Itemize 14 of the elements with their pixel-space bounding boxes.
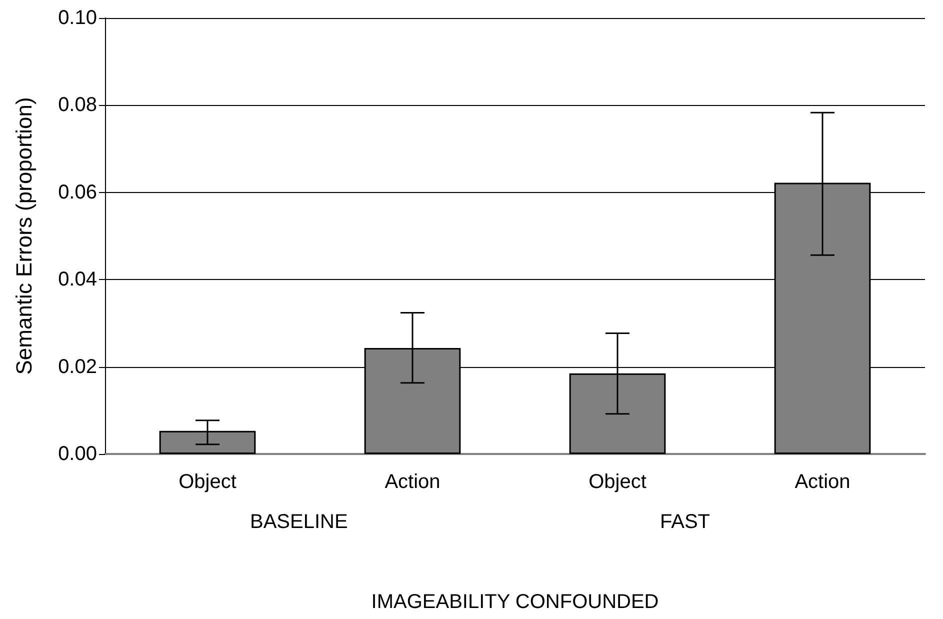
y-tick-label: 0.08 (58, 94, 97, 116)
y-tick-label: 0.10 (58, 7, 97, 29)
text: BASELINE (250, 511, 348, 533)
x-axis-title: IMAGEABILITY CONFOUNDED (371, 591, 659, 613)
x-tick-label: Object (588, 471, 647, 493)
y-tick-label: 0.02 (58, 356, 97, 378)
y-tick-label: 0.04 (58, 268, 97, 291)
text: FAST (660, 511, 710, 533)
x-tick-label: Action (794, 471, 850, 493)
x-tick-label: Action (384, 471, 440, 493)
x-tick-label: Object (178, 471, 237, 493)
y-tick-label: 0.06 (58, 181, 97, 204)
y-axis-title: Semantic Errors (proportion) (12, 97, 36, 375)
y-tick-label: 0.00 (58, 443, 97, 465)
